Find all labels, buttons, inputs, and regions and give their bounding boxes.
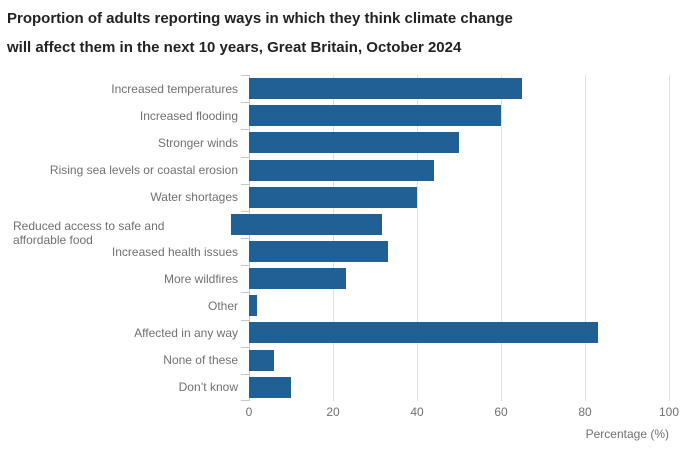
x-axis-tick-label: 40 — [410, 405, 424, 419]
chart-row: Don’t know — [0, 374, 669, 401]
y-axis-tick — [241, 75, 249, 76]
bar-track — [249, 347, 669, 374]
category-rows: Increased temperatures Increased flooding… — [0, 75, 669, 401]
x-axis-tick-label: 20 — [326, 405, 340, 419]
y-axis-tick — [241, 183, 249, 185]
y-axis-tick — [241, 129, 249, 131]
category-label: More wildfires — [163, 271, 238, 286]
bar-track — [249, 156, 669, 183]
y-axis-tick — [241, 102, 249, 104]
category-label: Stronger winds — [157, 135, 238, 150]
y-axis-tick — [241, 319, 249, 321]
category-label: Increased health issues — [111, 244, 238, 259]
chart-row: Increased health issues — [0, 238, 669, 265]
bar — [249, 295, 258, 317]
x-axis-tick-label: 80 — [578, 405, 592, 419]
bar-track — [249, 184, 669, 211]
bar-chart: Increased temperatures Increased flooding… — [0, 75, 680, 445]
x-axis-tick-labels: 0 20 40 60 80 100 — [245, 405, 679, 419]
x-axis-tick-label: 0 — [245, 405, 253, 419]
x-axis-tick-label: 60 — [494, 405, 508, 419]
y-axis-tick — [241, 238, 249, 239]
bar — [249, 78, 522, 100]
bar — [249, 268, 346, 290]
category-label: Don’t know — [178, 380, 238, 395]
x-axis-tick-label: 100 — [658, 405, 680, 419]
chart-row: Rising sea levels or coastal erosion — [0, 156, 669, 183]
plot-area — [241, 75, 670, 401]
y-axis-tick — [241, 400, 249, 401]
gridline — [669, 75, 670, 401]
category-label: Increased temperatures — [111, 81, 238, 96]
category-label: Increased flooding — [139, 108, 238, 123]
gridline — [501, 75, 502, 401]
bar — [249, 349, 275, 371]
chart-row: Affected in any way — [0, 319, 669, 346]
bar-track — [249, 102, 669, 129]
bar — [249, 159, 434, 181]
bar — [249, 105, 501, 127]
bar-track — [249, 129, 669, 156]
bar-track — [249, 374, 669, 401]
bar-track — [249, 319, 669, 346]
chart-title-line-1: Proportion of adults reporting ways in w… — [7, 10, 513, 27]
bar — [249, 322, 598, 344]
bar-track — [249, 265, 669, 292]
bar — [231, 213, 383, 235]
gridline — [417, 75, 418, 401]
chart-row: Other — [0, 292, 669, 319]
chart-title: Proportion of adults reporting ways in w… — [7, 4, 672, 62]
bar-track — [249, 292, 669, 319]
bar — [249, 186, 417, 208]
chart-row: Water shortages — [0, 184, 669, 211]
chart-row: Increased flooding — [0, 102, 669, 129]
y-axis-tick — [241, 265, 249, 267]
y-axis-tick — [241, 346, 249, 348]
category-label: Other — [207, 298, 238, 313]
bar — [249, 241, 388, 263]
category-label: Affected in any way — [134, 325, 238, 340]
bar-track — [249, 238, 669, 265]
y-axis-tick — [241, 292, 249, 294]
bar-track — [231, 211, 651, 238]
chart-row: Increased temperatures — [0, 75, 669, 102]
chart-row: Reduced access to safe and affordable fo… — [0, 211, 669, 247]
y-axis-tick — [241, 156, 249, 158]
y-axis-tick — [241, 210, 249, 212]
category-label: Water shortages — [150, 190, 238, 205]
gridline — [585, 75, 586, 401]
y-axis-tick — [241, 373, 249, 375]
category-label: Reduced access to safe and affordable fo… — [13, 219, 165, 248]
chart-row: None of these — [0, 347, 669, 374]
category-label: Rising sea levels or coastal erosion — [49, 163, 238, 178]
gridline — [333, 75, 334, 401]
bar-track — [249, 75, 669, 102]
chart-row: More wildfires — [0, 265, 669, 292]
y-axis-line — [249, 75, 250, 401]
bar — [249, 376, 291, 398]
category-label: None of these — [163, 353, 238, 368]
chart-title-line-2: will affect them in the next 10 years, G… — [7, 39, 462, 56]
bar — [249, 132, 459, 154]
x-axis-title: Percentage (%) — [585, 427, 669, 441]
chart-row: Stronger winds — [0, 129, 669, 156]
